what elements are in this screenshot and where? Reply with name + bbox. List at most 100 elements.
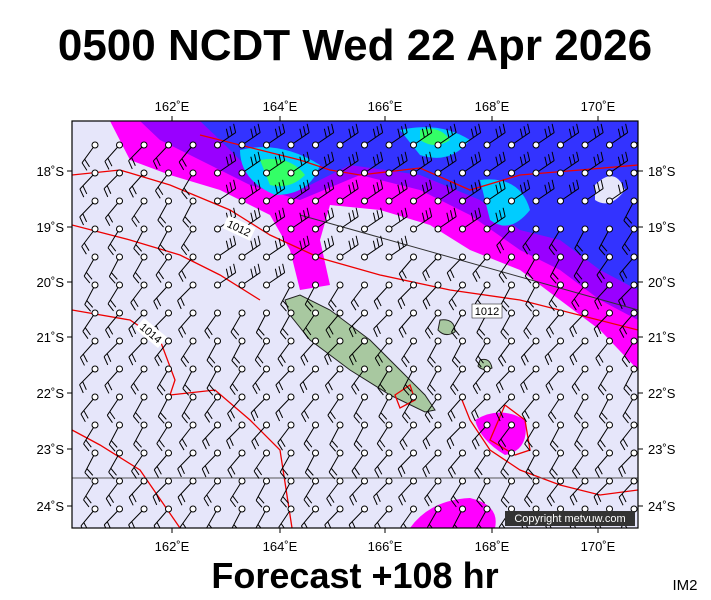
barb-shaft [178,256,194,275]
barb-feather [253,182,258,192]
barb-station [263,281,270,289]
barb-station [410,477,417,485]
lat-label: 24˚S [648,499,676,514]
barb-shaft [155,256,169,276]
barb-feather [306,207,310,217]
barb-feather [131,493,137,503]
barb-feather [472,273,478,282]
barb-feather [180,465,185,475]
barb-feather [282,300,289,308]
barb-feather [254,359,262,368]
barb-shaft [498,256,512,276]
barb-feather [330,299,337,308]
barb-feather [302,330,309,339]
barb-feather [229,410,236,419]
barb-shaft [241,132,261,146]
barb-station [508,141,515,149]
barb-feather [643,129,645,138]
lat-label: 23˚S [37,442,65,457]
barb-shaft [303,480,316,501]
barb-shaft [177,480,194,498]
barb-feather [451,331,458,340]
barb-feather [421,184,425,194]
barb-feather [83,443,90,452]
barb-shaft [349,340,365,358]
barb-shaft [152,312,169,330]
barb-feather [650,152,652,161]
barb-feather [326,498,332,507]
barb-feather [231,360,239,368]
barb-feather [545,385,551,394]
barb-station [361,141,368,149]
barb-shaft [227,396,243,414]
barb-feather [425,154,429,164]
barb-station [312,477,319,485]
barb-shaft [364,216,383,230]
barb-feather [132,275,140,284]
barb-station [483,505,491,513]
barb-station [459,309,466,317]
barb-feather [446,184,450,194]
barb-station [557,225,564,233]
barb-feather [183,243,190,252]
barb-feather [327,381,333,391]
barb-shaft [303,424,316,445]
barb-shaft [351,452,365,472]
barb-station [361,449,368,457]
barb-shaft [535,160,555,174]
barb-feather [376,210,380,220]
barb-feather [353,382,360,392]
barb-feather [496,245,502,254]
barb-shaft [107,228,120,249]
barb-feather [523,381,528,390]
barb-feather [307,468,314,476]
barb-feather [624,243,631,252]
barb-feather [453,123,457,133]
barb-feather [324,356,329,366]
barb-station [312,197,319,205]
barb-feather [232,327,240,336]
barb-feather [451,360,459,368]
barb-feather [404,384,412,392]
barb-feather [545,329,552,339]
image-code: IM2 [672,577,697,594]
barb-feather [422,300,428,310]
barb-station [508,169,515,177]
barb-feather [280,304,287,312]
barb-station [312,449,319,457]
barb-feather [299,384,305,394]
barb-shaft [574,424,586,445]
barb-station [508,309,515,317]
barb-feather [625,123,629,133]
barb-station [532,141,540,149]
lat-label: 22˚S [37,386,65,401]
barb-shaft [353,424,365,445]
barb-shaft [231,508,243,528]
barb-feather [593,128,597,138]
barb-feather [524,499,531,508]
barb-shaft [328,452,341,473]
barb-station [116,393,123,401]
barb-feather [184,216,192,224]
barb-feather [424,414,431,423]
barb-station [91,421,99,429]
barb-feather [278,381,284,391]
barb-feather [500,438,507,447]
barb-shaft [413,216,432,230]
barb-feather [547,182,552,192]
barb-feather [551,179,555,189]
lon-label: 170˚E [581,99,616,114]
barb-station [532,225,540,233]
barb-shaft [275,396,292,414]
barb-feather [206,360,214,368]
barb-feather [544,128,548,138]
barb-feather [599,271,605,280]
barb-feather [109,411,116,420]
barb-station [581,197,589,205]
barb-shaft [474,284,488,304]
barb-station [214,477,221,485]
barb-feather [108,494,114,503]
barb-station [165,309,172,317]
barb-feather [105,498,112,507]
barb-feather [130,386,137,395]
